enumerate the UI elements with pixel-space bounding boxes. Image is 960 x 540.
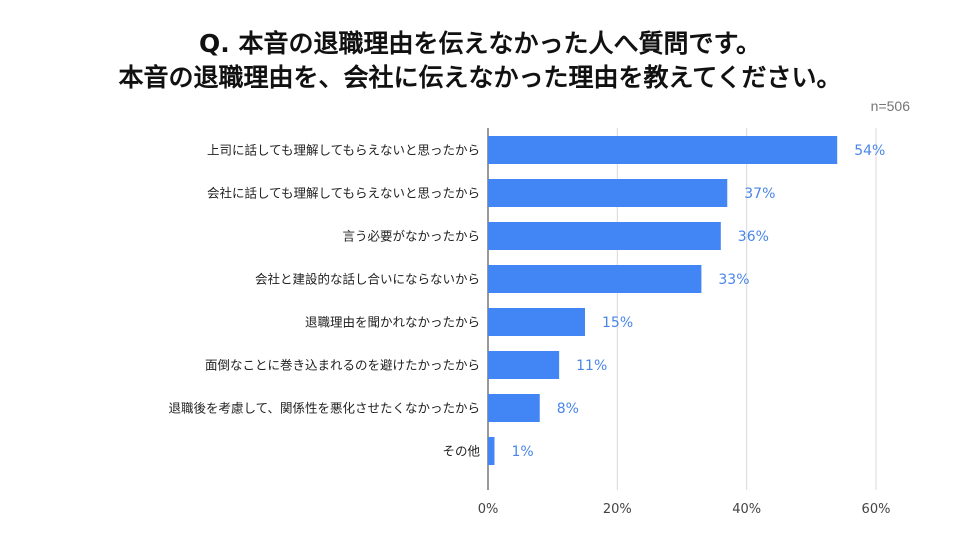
- data-label: 15%: [602, 315, 633, 331]
- bar: [488, 265, 702, 293]
- data-label: 36%: [738, 229, 769, 245]
- data-label: 1%: [511, 444, 533, 460]
- bar: [488, 308, 585, 336]
- chart-title-line-1: Q. 本音の退職理由を伝えなかった人へ質問です。: [199, 29, 761, 58]
- category-label: 退職後を考慮して、関係性を悪化させたくなかったから: [168, 401, 480, 416]
- sample-size-label: n=506: [870, 98, 910, 114]
- bar: [488, 351, 560, 379]
- category-label: 会社と建設的な話し合いにならないから: [255, 272, 480, 287]
- data-label: 8%: [557, 401, 579, 417]
- category-label: その他: [442, 444, 480, 459]
- data-label: 11%: [576, 358, 607, 374]
- category-label: 会社に話しても理解してもらえないと思ったから: [207, 186, 480, 201]
- x-tick-label: 60%: [862, 502, 891, 517]
- x-tick-label: 0%: [478, 502, 499, 517]
- category-label: 退職理由を聞かれなかったから: [305, 315, 480, 330]
- bar: [488, 437, 495, 465]
- category-label: 言う必要がなかったから: [342, 229, 480, 244]
- data-label: 33%: [718, 272, 749, 288]
- x-tick-label: 20%: [603, 502, 632, 517]
- bar: [488, 136, 838, 164]
- category-label: 上司に話しても理解してもらえないと思ったから: [207, 143, 480, 158]
- category-label: 面倒なことに巻き込まれるのを避けたかったから: [205, 358, 480, 373]
- bar: [488, 179, 728, 207]
- chart-title-line-2: 本音の退職理由を、会社に伝えなかった理由を教えてください。: [118, 63, 842, 92]
- bar: [488, 222, 721, 250]
- data-label: 37%: [744, 186, 775, 202]
- bar: [488, 394, 540, 422]
- data-label: 54%: [854, 143, 885, 159]
- x-tick-label: 40%: [732, 502, 761, 517]
